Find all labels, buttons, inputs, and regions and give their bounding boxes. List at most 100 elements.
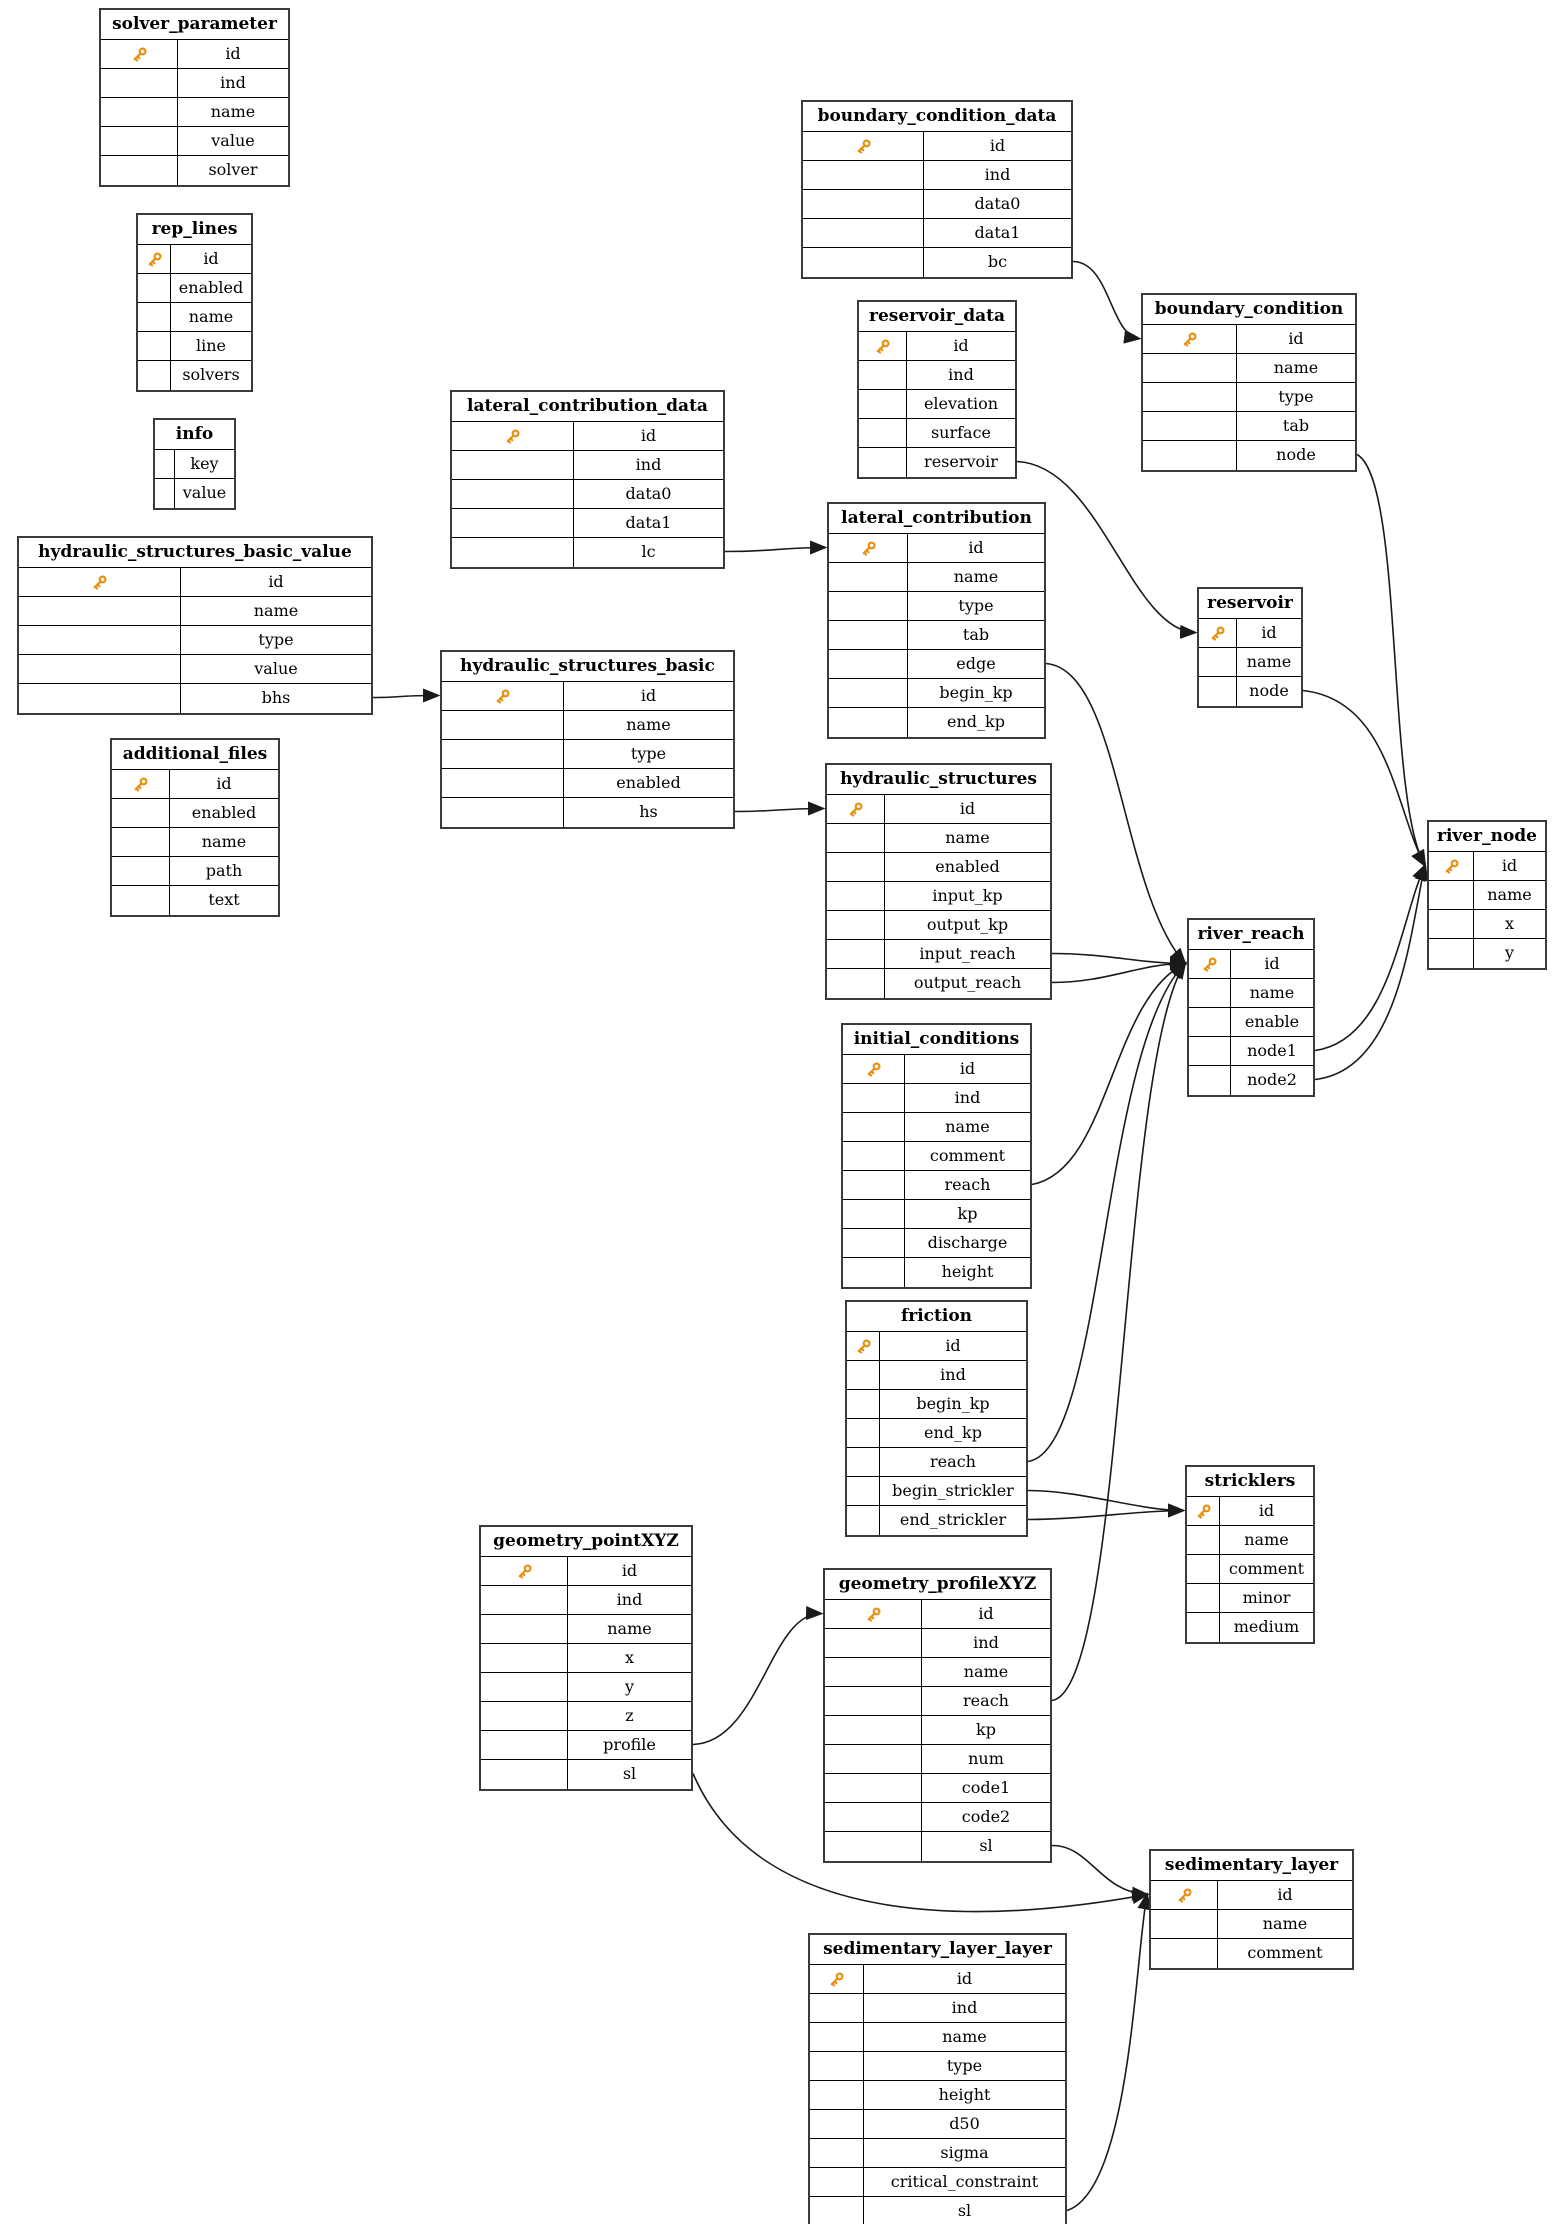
field-row-name: name xyxy=(138,303,251,332)
field-row-minor: minor xyxy=(1187,1584,1313,1613)
primary-key-icon xyxy=(1178,1887,1192,1903)
key-cell-empty xyxy=(827,824,885,852)
key-cell-empty xyxy=(1151,1939,1218,1968)
field-name: d50 xyxy=(949,2114,980,2133)
key-cell-empty xyxy=(442,798,564,827)
table-hydraulic_structures: hydraulic_structures id name enabled input_k… xyxy=(825,763,1052,1000)
field-row-name: name xyxy=(827,824,1050,853)
key-cell-empty xyxy=(452,451,574,479)
field-name: input_kp xyxy=(932,886,1003,905)
field-name: x xyxy=(624,1648,635,1667)
edge-geometry_pointXYZ.profile-to-geometry_profileXYZ.id xyxy=(692,1606,824,1746)
field-name: solver xyxy=(208,160,258,179)
field-row-output_reach: output_reach xyxy=(827,969,1050,998)
field-row-value: value xyxy=(19,655,371,684)
field-row-id: id xyxy=(1429,852,1545,881)
table-river_node: river_node id name x y xyxy=(1427,820,1547,970)
key-cell-empty xyxy=(847,1506,880,1535)
field-row-type: type xyxy=(810,2052,1065,2081)
field-name: name xyxy=(1487,885,1532,904)
field-name: name xyxy=(945,1117,990,1136)
field-row-tab: tab xyxy=(829,621,1044,650)
table-info: info key value xyxy=(153,418,236,510)
key-cell-empty xyxy=(1143,383,1237,411)
field-name: elevation xyxy=(923,394,999,413)
edge-initial_conditions.reach-to-river_reach.id xyxy=(1031,962,1188,1186)
field-row-ind: ind xyxy=(810,1994,1065,2023)
field-row-height: height xyxy=(843,1258,1030,1287)
field-name: id xyxy=(959,799,976,818)
field-row-sl: sl xyxy=(481,1760,691,1789)
field-name: ind xyxy=(940,1365,966,1384)
key-cell-empty xyxy=(481,1702,568,1730)
primary-key-icon xyxy=(830,1971,844,1987)
field-row-solvers: solvers xyxy=(138,361,251,390)
primary-key-icon xyxy=(134,776,148,792)
field-row-comment: comment xyxy=(843,1142,1030,1171)
table-title: sedimentary_layer_layer xyxy=(810,1935,1065,1965)
key-cell-empty xyxy=(843,1084,905,1112)
field-name: reservoir xyxy=(924,452,998,471)
edge-hydraulic_structures.input_reach-to-river_reach.id xyxy=(1051,952,1188,971)
primary-key-icon xyxy=(867,1606,881,1622)
key-cell-empty xyxy=(859,390,907,418)
key-cell-empty xyxy=(112,886,170,915)
field-row-name: name xyxy=(843,1113,1030,1142)
primary-key-cell xyxy=(19,568,181,596)
field-name: z xyxy=(625,1706,634,1725)
field-row-kp: kp xyxy=(825,1716,1050,1745)
key-cell-empty xyxy=(481,1615,568,1643)
key-cell-empty xyxy=(847,1390,880,1418)
field-name: tab xyxy=(962,625,990,644)
field-name: id xyxy=(640,686,657,705)
key-cell-empty xyxy=(810,2052,864,2080)
key-cell-empty xyxy=(847,1477,880,1505)
field-row-lc: lc xyxy=(452,538,723,567)
field-name: node1 xyxy=(1247,1041,1297,1060)
table-boundary_condition: boundary_condition id name type tab node xyxy=(1141,293,1357,472)
field-row-kp: kp xyxy=(843,1200,1030,1229)
field-name: value xyxy=(254,659,298,678)
field-row-type: type xyxy=(1143,383,1355,412)
field-name: value xyxy=(211,131,255,150)
field-name: end_kp xyxy=(924,1423,982,1442)
key-cell-empty xyxy=(1151,1910,1218,1938)
key-cell-empty xyxy=(843,1200,905,1228)
field-row-id: id xyxy=(1151,1881,1352,1910)
primary-key-cell xyxy=(847,1332,880,1360)
field-name: id xyxy=(1288,329,1304,348)
key-cell-empty xyxy=(442,769,564,797)
field-name: comment xyxy=(1228,1559,1305,1578)
field-row-surface: surface xyxy=(859,419,1015,448)
primary-key-icon xyxy=(857,1338,871,1354)
edge-lateral_contribution.edge-to-river_reach.id xyxy=(1045,662,1187,966)
key-cell-empty xyxy=(859,448,907,477)
field-name: height xyxy=(941,1262,994,1281)
key-cell-empty xyxy=(138,303,171,331)
field-name: begin_kp xyxy=(916,1394,990,1413)
field-name: reach xyxy=(963,1691,1009,1710)
key-cell-empty xyxy=(112,828,170,856)
field-row-id: id xyxy=(847,1332,1026,1361)
field-row-name: name xyxy=(1143,354,1355,383)
table-title: info xyxy=(155,420,234,450)
field-row-ind: ind xyxy=(452,451,723,480)
field-name: node xyxy=(1249,681,1289,700)
table-title: lateral_contribution_data xyxy=(452,392,723,422)
table-title: boundary_condition xyxy=(1143,295,1355,325)
table-reservoir_data: reservoir_data id ind elevation surface reser… xyxy=(857,300,1017,479)
field-row-name: name xyxy=(101,98,288,127)
field-row-sl: sl xyxy=(825,1832,1050,1861)
field-row-id: id xyxy=(481,1557,691,1586)
key-cell-empty xyxy=(803,161,924,189)
field-row-id: id xyxy=(1143,325,1355,354)
key-cell-empty xyxy=(1429,881,1474,909)
edge-sedimentary_layer_layer.sl-to-sedimentary_layer.id xyxy=(1066,1891,1152,2212)
field-name: name xyxy=(1273,358,1319,377)
key-cell-empty xyxy=(827,853,885,881)
table-hydraulic_structures_basic: hydraulic_structures_basic id name type enab… xyxy=(440,650,735,829)
field-name: y xyxy=(1504,943,1515,962)
field-name: medium xyxy=(1233,1617,1300,1636)
key-cell-empty xyxy=(843,1142,905,1170)
field-row-value: value xyxy=(101,127,288,156)
